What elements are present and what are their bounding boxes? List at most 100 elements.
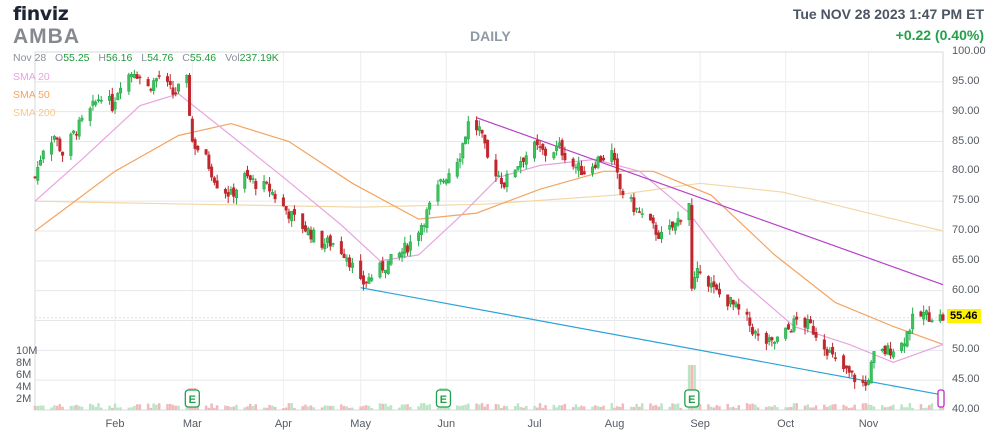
volume-bar bbox=[582, 406, 586, 410]
x-tick-label: May bbox=[350, 418, 372, 430]
candle-body bbox=[560, 140, 564, 156]
volume-bar bbox=[580, 405, 583, 410]
candle-body bbox=[764, 333, 768, 344]
candle-body bbox=[886, 345, 890, 355]
volume-bar bbox=[406, 404, 409, 410]
volume-bar bbox=[475, 403, 478, 410]
volume-bar bbox=[765, 407, 768, 410]
volume-bar bbox=[273, 406, 277, 410]
volume-bar bbox=[660, 403, 663, 410]
volume-bar bbox=[149, 407, 153, 410]
volume-bar bbox=[674, 404, 677, 410]
candle-body bbox=[331, 243, 335, 245]
candle-body bbox=[127, 74, 131, 92]
volume-bar bbox=[88, 403, 92, 410]
volume-bar bbox=[320, 407, 324, 410]
candle-body bbox=[284, 206, 288, 211]
volume-bar bbox=[168, 403, 172, 410]
candle-body bbox=[924, 310, 928, 315]
volume-bar bbox=[403, 404, 407, 410]
candle-body bbox=[590, 166, 594, 174]
volume-bar bbox=[729, 407, 732, 410]
volume-bar bbox=[715, 405, 718, 410]
candle-body bbox=[922, 312, 926, 320]
volume-bar bbox=[555, 407, 558, 410]
volume-bar bbox=[618, 406, 622, 410]
candle-body bbox=[119, 87, 123, 94]
volume-bar bbox=[166, 404, 169, 410]
volume-bar bbox=[152, 403, 155, 410]
candle-body bbox=[803, 318, 807, 328]
candle-body bbox=[541, 144, 545, 150]
volume-bar bbox=[864, 403, 867, 410]
candle-body bbox=[731, 299, 735, 305]
volume-bar bbox=[58, 404, 62, 410]
candle-body bbox=[196, 145, 200, 151]
volume-bar bbox=[428, 404, 431, 410]
candle-body bbox=[364, 281, 368, 284]
volume-bar bbox=[243, 407, 247, 410]
x-tick-label: Nov bbox=[858, 418, 879, 430]
candle-body bbox=[94, 101, 98, 105]
candle-body bbox=[323, 243, 327, 250]
volume-bar bbox=[784, 407, 787, 410]
candle-body bbox=[339, 241, 343, 254]
candle-body bbox=[695, 268, 699, 279]
legend-sma200: SMA 200 bbox=[13, 107, 56, 119]
candle-body bbox=[281, 197, 285, 207]
candle-body bbox=[809, 319, 813, 324]
volume-bar bbox=[293, 407, 296, 410]
volume-bar bbox=[610, 403, 614, 410]
chart-grid bbox=[34, 51, 944, 411]
volume-bar bbox=[362, 405, 365, 410]
candle-body bbox=[439, 179, 443, 182]
candle-body bbox=[33, 176, 37, 179]
candle-body bbox=[406, 245, 410, 253]
volume-bar bbox=[638, 406, 641, 410]
candle-body bbox=[673, 222, 677, 231]
volume-bar bbox=[364, 405, 368, 410]
candle-body bbox=[80, 117, 84, 121]
volume-bar bbox=[113, 403, 117, 410]
volume-bar bbox=[345, 406, 349, 410]
volume-bar bbox=[246, 406, 249, 410]
candle-body bbox=[41, 150, 45, 160]
ohlc-readout: Nov 28 O55.25 H56.16 L54.76 C55.46 Vol23… bbox=[13, 52, 285, 64]
x-tick-label: Oct bbox=[777, 418, 795, 430]
candle-body bbox=[693, 277, 697, 289]
candle-body bbox=[789, 331, 793, 333]
volume-bar bbox=[215, 405, 219, 410]
volume-bar bbox=[698, 404, 702, 410]
volume-bar bbox=[731, 406, 735, 410]
candle-body bbox=[632, 197, 636, 212]
high-value: 56.16 bbox=[106, 52, 133, 64]
candle-body bbox=[715, 284, 719, 290]
candle-body bbox=[486, 139, 490, 158]
volume-bar bbox=[574, 404, 578, 410]
volume-bar bbox=[108, 405, 111, 410]
volume-bar bbox=[911, 407, 914, 410]
open-value: 55.25 bbox=[63, 52, 90, 64]
timeframe-label[interactable]: DAILY bbox=[470, 28, 511, 44]
candle-body bbox=[243, 173, 247, 189]
volume-bar bbox=[232, 406, 235, 410]
candle-body bbox=[927, 312, 931, 322]
candle-body bbox=[130, 73, 134, 77]
candle-body bbox=[629, 197, 633, 199]
volume-bar bbox=[94, 406, 97, 410]
volume-bar bbox=[348, 407, 351, 410]
finviz-logo[interactable]: finviz bbox=[13, 3, 69, 25]
volume-bar bbox=[75, 404, 78, 410]
volume-bar bbox=[398, 407, 401, 410]
y-tick-label: 80.00 bbox=[952, 164, 980, 177]
candle-body bbox=[668, 224, 672, 230]
sma50-line bbox=[34, 122, 944, 345]
candle-body bbox=[613, 152, 617, 161]
volume-bar bbox=[687, 365, 691, 410]
volume-bar bbox=[806, 404, 810, 410]
volume-bar bbox=[486, 404, 489, 410]
candle-body bbox=[844, 365, 848, 369]
volume-bar bbox=[97, 403, 100, 410]
candle-body bbox=[728, 297, 732, 305]
candle-body bbox=[39, 159, 43, 166]
